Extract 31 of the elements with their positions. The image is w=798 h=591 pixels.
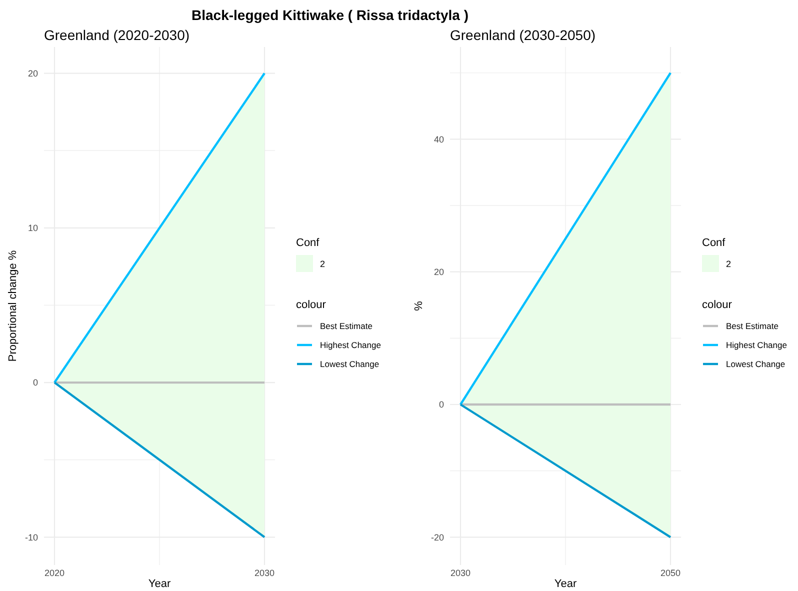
chart-subtitle: Greenland (2020-2030) [44,27,190,43]
x-tick-label: 2030 [450,568,471,578]
legend-label: Lowest Change [726,358,786,369]
y-axis-title: % [413,300,425,311]
x-tick-label: 2050 [660,568,681,578]
y-axis-title: Proportional change % [7,250,19,362]
legend-label: Lowest Change [320,358,380,369]
x-tick-label: 2030 [254,568,275,578]
text: Black-legged Kittiwake ( Rissa tridactyla ) [192,7,468,23]
legend-label: Best Estimate [320,320,373,331]
legend-label: Highest Change [320,340,382,350]
y-tick-label: 20 [28,68,38,78]
legend-title: colour [702,299,732,311]
y-tick-label: -20 [430,532,444,542]
y-tick-label: 40 [434,134,444,144]
x-axis-title: Year [554,578,577,590]
text: Conf [702,237,726,249]
legend-title: colour [296,299,326,311]
y-tick-label: 20 [434,266,444,277]
text: 2 [320,259,326,270]
x-tick-label: 2020 [44,568,65,578]
legend-label: Best Estimate [726,320,779,331]
x-axis-title: Year [148,578,171,590]
y-tick-label: -10 [24,532,38,542]
y-tick-label: 0 [32,378,38,388]
chart-subtitle: Greenland (2030-2050) [450,27,596,43]
y-tick-label: 10 [28,223,38,234]
text: 2 [726,259,732,270]
y-tick-label: 0 [438,400,444,410]
legend-label: Highest Change [726,340,788,350]
text: Conf [296,237,320,249]
